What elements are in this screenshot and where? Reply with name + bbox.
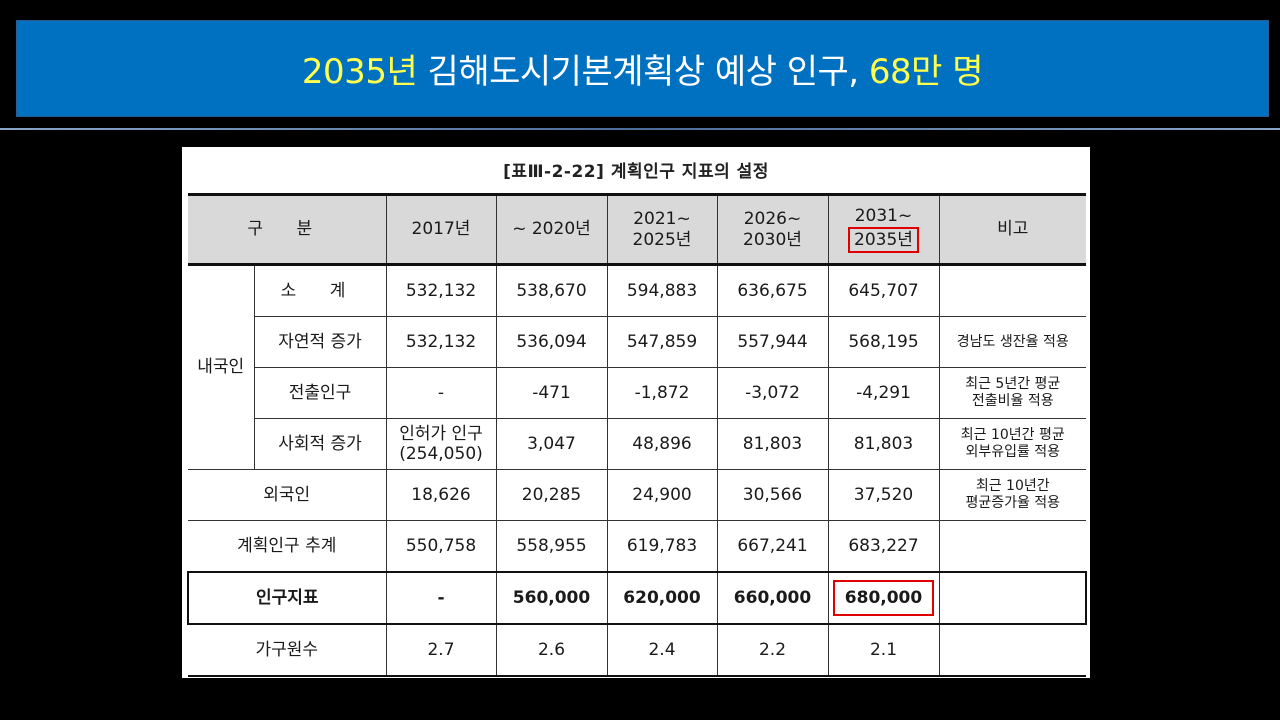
cell: -471 <box>495 367 608 419</box>
header-2017: 2017년 <box>385 193 497 266</box>
note-cell: 최근 10년간 평균 외부유입률 적용 <box>938 418 1086 470</box>
note-cell <box>938 264 1086 317</box>
divider-line <box>0 128 1280 130</box>
highlight-box-680000: 680,000 <box>832 579 935 617</box>
note-cell: 최근 5년간 평균 전출비율 적용 <box>938 367 1086 419</box>
cell: 550,758 <box>385 520 497 573</box>
cell: 645,707 <box>827 264 940 317</box>
row-label: 인구지표 <box>187 571 387 625</box>
cell: 18,626 <box>385 469 497 521</box>
cell: 인허가 인구 (254,050) <box>385 418 497 470</box>
row-label: 소 계 <box>253 264 387 317</box>
cell: 660,000 <box>716 571 829 625</box>
note-cell: 최근 10년간 평균증가율 적용 <box>938 469 1086 521</box>
row-label: 계획인구 추계 <box>188 520 387 573</box>
slide-title-bar: 2035년 김해도시기본계획상 예상 인구, 68만 명 <box>16 20 1269 117</box>
table-row-estimate: 계획인구 추계 550,758 558,955 619,783 667,241 … <box>188 520 1086 573</box>
header-category: 구 분 <box>188 193 387 266</box>
cell: 636,675 <box>716 264 829 317</box>
row-label: 전출인구 <box>254 367 387 419</box>
highlight-box-2035: 2035년 <box>848 226 919 253</box>
cell: 532,132 <box>385 316 497 368</box>
cell: - <box>385 571 497 625</box>
note-cell <box>938 520 1086 573</box>
table-caption: [표Ⅲ-2-22] 계획인구 지표의 설정 <box>503 162 769 182</box>
cell: 2.4 <box>606 623 718 677</box>
cell: -1,872 <box>606 367 718 419</box>
table-image: [표Ⅲ-2-22] 계획인구 지표의 설정 구 분 2017년 ~ 2020년 … <box>182 147 1090 678</box>
cell: 81,803 <box>716 418 829 470</box>
cell: -4,291 <box>827 367 940 419</box>
cell: 2.2 <box>716 623 829 677</box>
title-year: 2035년 <box>301 52 418 92</box>
table-row-social: 사회적 증가 인허가 인구 (254,050) 3,047 48,896 81,8… <box>188 418 1086 470</box>
cell: 557,944 <box>716 316 829 368</box>
title-population: 68만 명 <box>868 52 984 92</box>
row-label: 자연적 증가 <box>254 316 387 368</box>
cell: 536,094 <box>495 316 608 368</box>
note-cell <box>938 571 1087 625</box>
note-cell: 경남도 생잔율 적용 <box>938 316 1086 368</box>
cell: - <box>385 367 497 419</box>
table-row-household: 가구원수 2.7 2.6 2.4 2.2 2.1 <box>188 623 1086 677</box>
cell: 680,000 <box>827 571 940 625</box>
header-note: 비고 <box>938 193 1086 266</box>
table-row-indicator: 인구지표 - 560,000 620,000 660,000 680,000 <box>187 571 1087 625</box>
cell: 558,955 <box>495 520 608 573</box>
cell: 667,241 <box>716 520 829 573</box>
cell: 24,900 <box>606 469 718 521</box>
row-label: 가구원수 <box>188 623 387 677</box>
cell: 30,566 <box>716 469 829 521</box>
cell: 532,132 <box>385 264 497 317</box>
cell: 81,803 <box>827 418 940 470</box>
cell: 683,227 <box>827 520 940 573</box>
header-2030: 2026~ 2030년 <box>716 193 829 266</box>
cell: 2.7 <box>385 623 497 677</box>
header-2020: ~ 2020년 <box>495 193 608 266</box>
cell: 620,000 <box>606 571 718 625</box>
row-label: 사회적 증가 <box>254 418 387 470</box>
cell: 48,896 <box>606 418 718 470</box>
cell: 594,883 <box>606 264 718 317</box>
header-2035: 2031~ 2035년 <box>827 193 940 266</box>
table-row-outflow: 전출인구 - -471 -1,872 -3,072 -4,291 최근 5년간 … <box>188 367 1086 419</box>
population-plan-table: 구 분 2017년 ~ 2020년 2021~ 2025년 2026~ 2030년 … <box>187 193 1087 677</box>
cell: 560,000 <box>495 571 608 625</box>
cell: 538,670 <box>495 264 608 317</box>
note-cell <box>938 623 1086 677</box>
cell: 20,285 <box>495 469 608 521</box>
cell: 2.6 <box>495 623 608 677</box>
row-label: 외국인 <box>188 469 387 521</box>
table-row-foreign: 외국인 18,626 20,285 24,900 30,566 37,520 최… <box>188 469 1086 521</box>
title-main: 김해도시기본계획상 예상 인구, <box>417 52 869 92</box>
cell: 568,195 <box>827 316 940 368</box>
cell: 3,047 <box>495 418 608 470</box>
header-row: 구 분 2017년 ~ 2020년 2021~ 2025년 2026~ 2030년 … <box>188 193 1086 266</box>
table-row-natural: 자연적 증가 532,132 536,094 547,859 557,944 5… <box>188 316 1086 368</box>
header-2025: 2021~ 2025년 <box>606 193 718 266</box>
table-row-subtotal: 내국인 소 계 532,132 538,670 594,883 636,675 … <box>188 264 1086 470</box>
group-domestic: 내국인 <box>188 264 255 470</box>
cell: 547,859 <box>606 316 718 368</box>
cell: 2.1 <box>827 623 940 677</box>
cell: 37,520 <box>827 469 940 521</box>
cell: -3,072 <box>716 367 829 419</box>
cell: 619,783 <box>606 520 718 573</box>
